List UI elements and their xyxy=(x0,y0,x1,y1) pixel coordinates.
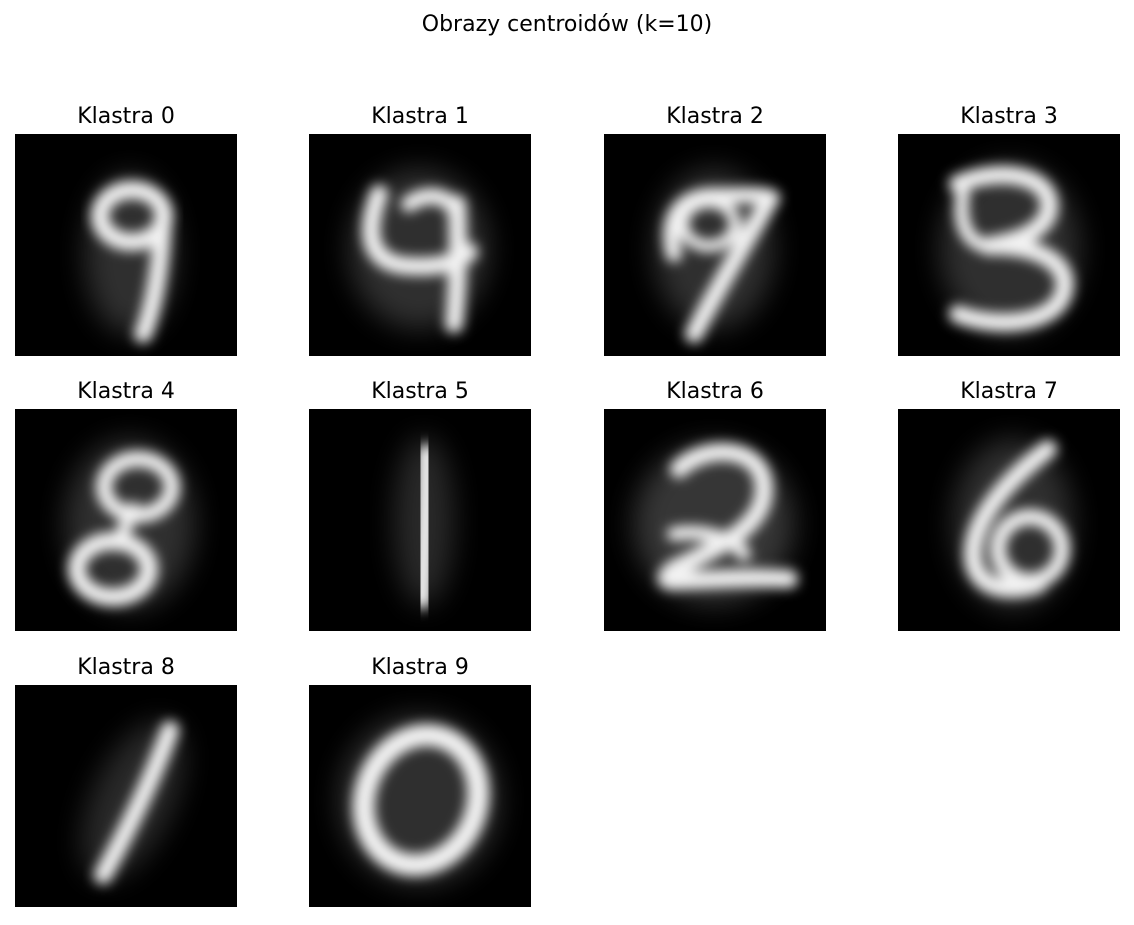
panel-title: Klastra 1 xyxy=(371,104,469,129)
panel-title: Klastra 5 xyxy=(371,379,469,404)
centroid-image xyxy=(309,134,531,356)
centroid-image xyxy=(898,134,1120,356)
centroid-image xyxy=(15,409,237,631)
panel-title: Klastra 2 xyxy=(666,104,764,129)
panel-title: Klastra 3 xyxy=(960,104,1058,129)
panel-title: Klastra 0 xyxy=(77,104,175,129)
panel-title: Klastra 8 xyxy=(77,655,175,680)
panel-title: Klastra 9 xyxy=(371,655,469,680)
centroid-panel-1: Klastra 1 xyxy=(309,104,531,356)
centroid-image xyxy=(309,685,531,907)
centroid-panel-2: Klastra 2 xyxy=(604,104,826,356)
centroid-image xyxy=(898,409,1120,631)
centroid-panel-7: Klastra 7 xyxy=(898,379,1120,631)
panel-title: Klastra 4 xyxy=(77,379,175,404)
panel-title: Klastra 6 xyxy=(666,379,764,404)
panel-title: Klastra 7 xyxy=(960,379,1058,404)
centroid-panel-4: Klastra 4 xyxy=(15,379,237,631)
figure-title: Obrazy centroidów (k=10) xyxy=(421,12,713,37)
centroid-panel-5: Klastra 5 xyxy=(309,379,531,631)
centroid-panel-6: Klastra 6 xyxy=(604,379,826,631)
centroid-image xyxy=(15,134,237,356)
centroid-panel-0: Klastra 0 xyxy=(15,104,237,356)
centroid-image xyxy=(604,409,826,631)
centroid-panel-9: Klastra 9 xyxy=(309,655,531,907)
centroid-image xyxy=(309,409,531,631)
centroid-image xyxy=(15,685,237,907)
centroid-image xyxy=(604,134,826,356)
centroid-panel-8: Klastra 8 xyxy=(15,655,237,907)
centroid-panel-3: Klastra 3 xyxy=(898,104,1120,356)
